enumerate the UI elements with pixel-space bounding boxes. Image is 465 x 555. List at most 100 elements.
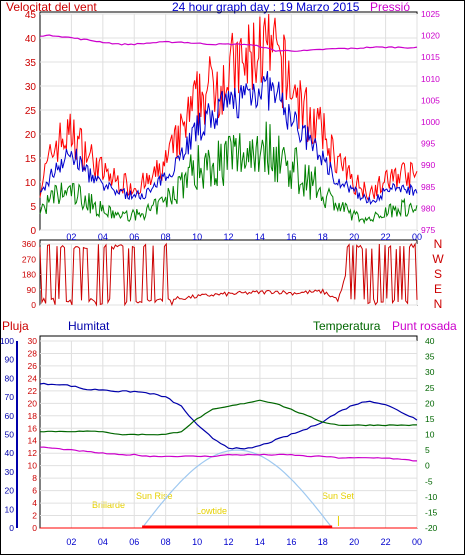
wind-x-tick-label: 12 xyxy=(223,232,233,242)
humidity-tick-label: 10 xyxy=(5,504,15,514)
wind-x-tick-label: 16 xyxy=(286,232,296,242)
climate-x-tick-label: 12 xyxy=(223,537,233,547)
climate-x-tick-label: 04 xyxy=(98,537,108,547)
solar-arc xyxy=(141,449,333,529)
temperature-tick-label: -15 xyxy=(425,507,438,517)
climate-x-tick-label: 10 xyxy=(192,537,202,547)
rain-tick-label: 26 xyxy=(28,361,38,371)
rain-tick-label: 16 xyxy=(28,423,38,433)
climate-x-tick-label: 16 xyxy=(286,537,296,547)
pressure-tick-label: 995 xyxy=(421,139,435,149)
temperature-tick-label: 40 xyxy=(425,336,435,346)
climate-x-tick-label: 06 xyxy=(129,537,139,547)
humidity-tick-label: 100 xyxy=(0,336,14,346)
pressure-tick-label: 980 xyxy=(421,203,435,213)
wind-x-tick-label: 08 xyxy=(161,232,171,242)
humidity-tick-label: 60 xyxy=(5,411,15,421)
humidity-tick-label: 80 xyxy=(5,373,15,383)
rain-tick-label: 24 xyxy=(28,373,38,383)
rain-tick-label: 18 xyxy=(28,411,38,421)
wind-tick-label: 30 xyxy=(25,82,37,93)
pressure-tick-label: 990 xyxy=(421,160,435,170)
climate-x-tick-label: 22 xyxy=(381,537,391,547)
rain-tick-label: 22 xyxy=(28,386,38,396)
temperature-tick-label: -5 xyxy=(425,476,433,486)
direction-tick-label: 360 xyxy=(22,239,36,249)
wind-speed-label: Velocitat del vent xyxy=(6,0,97,14)
graph-title: 24 hour graph day : 19 Marzo 2015 xyxy=(172,0,360,14)
direction-tick-label: 180 xyxy=(22,270,36,280)
temperature-tick-label: -20 xyxy=(425,523,438,533)
wind-tick-label: 5 xyxy=(30,202,36,213)
wind-x-tick-label: 04 xyxy=(98,232,108,242)
rain-tick-label: 20 xyxy=(28,398,38,408)
humidity-tick-label: 50 xyxy=(5,430,15,440)
wind-tick-label: 15 xyxy=(25,154,37,165)
climate-x-tick-label: 14 xyxy=(255,537,265,547)
climate-x-tick-label: 20 xyxy=(349,537,359,547)
temperature-tick-label: 10 xyxy=(425,430,435,440)
temperature-tick-label: 15 xyxy=(425,414,435,424)
pressure-tick-label: 985 xyxy=(421,182,435,192)
temperature-label: Temperatura xyxy=(313,319,381,333)
wind-minimum-line xyxy=(39,121,418,225)
direction-label: N xyxy=(434,297,443,311)
chart-marks: 0510152025303540459759809859909951000100… xyxy=(0,9,440,547)
rain-tick-label: 14 xyxy=(28,436,38,446)
wind-x-tick-label: 18 xyxy=(318,232,328,242)
direction-tick-label: 0 xyxy=(31,300,36,310)
pressure-tick-label: 1000 xyxy=(421,117,440,127)
temperature-tick-label: 25 xyxy=(425,383,435,393)
temperature-tick-label: 35 xyxy=(425,352,435,362)
direction-tick-label: 270 xyxy=(22,254,36,264)
climate-x-tick-label: 02 xyxy=(66,537,76,547)
temperature-tick-label: 20 xyxy=(425,398,435,408)
pressure-tick-label: 975 xyxy=(421,225,435,235)
temperature-tick-label: 5 xyxy=(425,445,430,455)
wind-tick-label: 0 xyxy=(30,226,36,237)
wind-x-tick-label: 06 xyxy=(129,232,139,242)
rain-label: Pluja xyxy=(2,319,29,333)
rain-tick-label: 6 xyxy=(32,486,37,496)
humidity-tick-label: 30 xyxy=(5,467,15,477)
sunset-label: Sun Set xyxy=(322,491,355,501)
pressure-tick-label: 1010 xyxy=(421,74,440,84)
first-light-label: Brillarde xyxy=(92,500,125,510)
wind-average-line xyxy=(39,71,418,206)
humidity-tick-label: 70 xyxy=(5,392,15,402)
rain-tick-label: 30 xyxy=(28,336,38,346)
wind-tick-label: 40 xyxy=(25,34,37,45)
sunrise-label: Sun Rise xyxy=(136,491,173,501)
wind-tick-label: 20 xyxy=(25,130,37,141)
direction-label: S xyxy=(434,267,442,281)
pressure-tick-label: 1015 xyxy=(421,52,440,62)
wind-tick-label: 45 xyxy=(25,10,37,21)
pressure-tick-label: 1025 xyxy=(421,9,440,19)
wind-tick-label: 10 xyxy=(25,178,37,189)
temperature-tick-label: 0 xyxy=(425,461,430,471)
pressure-label: Pressió xyxy=(370,0,410,14)
wind-tick-label: 35 xyxy=(25,58,37,69)
climate-x-tick-label: 08 xyxy=(161,537,171,547)
pressure-tick-label: 1020 xyxy=(421,31,440,41)
direction-label: N xyxy=(434,237,443,251)
wind-x-tick-label: 02 xyxy=(66,232,76,242)
humidity-line xyxy=(39,382,418,450)
direction-tick-label: 90 xyxy=(27,285,37,295)
humidity-tick-label: 90 xyxy=(5,355,15,365)
humidity-tick-label: 40 xyxy=(5,448,15,458)
temperature-tick-label: 30 xyxy=(425,367,435,377)
rain-tick-label: 10 xyxy=(28,461,38,471)
wind-x-tick-label: 20 xyxy=(349,232,359,242)
temperature-tick-label: -10 xyxy=(425,492,438,502)
direction-line xyxy=(39,242,418,307)
pressure-line xyxy=(40,34,418,52)
rain-tick-label: 2 xyxy=(32,511,37,521)
rain-tick-label: 12 xyxy=(28,448,38,458)
direction-label: W xyxy=(432,252,444,266)
noon-label: Lowtide xyxy=(196,506,227,516)
rain-tick-label: 8 xyxy=(32,473,37,483)
humidity-tick-label: 20 xyxy=(5,486,15,496)
